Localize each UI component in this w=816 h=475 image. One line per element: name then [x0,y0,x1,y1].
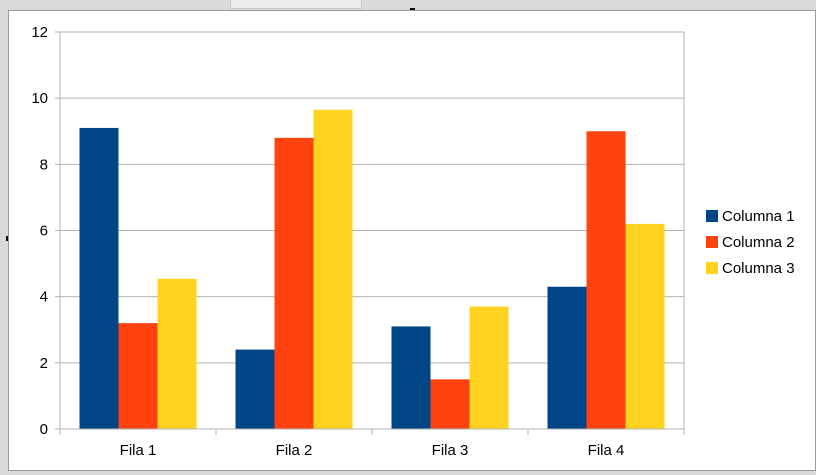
x-tick-labels: Fila 1 Fila 2 Fila 3 Fila 4 [120,442,625,459]
y-tick-label: 8 [40,156,48,173]
axes [55,31,685,435]
x-tick-label: Fila 1 [120,442,157,459]
legend: Columna 1 Columna 2 Columna 3 [706,208,795,277]
bar-2-1 [118,323,158,429]
legend-swatch [706,262,718,274]
y-tick-label: 6 [40,223,48,240]
bar-chart: 0 2 4 6 8 10 12 Fila 1 Fila 2 Fila 3 Fila 4 Colum… [31,24,795,459]
legend-label: Columna 1 [722,208,795,225]
legend-label: Columna 3 [722,260,795,277]
bar-3-1 [157,278,197,429]
chart-frame[interactable]: 0 2 4 6 8 10 12 Fila 1 Fila 2 Fila 3 Fila 4 Colum… [8,10,816,471]
bar-2-3 [430,379,470,429]
top-resize-handle[interactable] [230,0,362,9]
legend-swatch [706,210,718,222]
bar-1-3 [391,326,431,429]
y-tick-label: 2 [40,355,48,372]
bar-1-4 [547,286,587,429]
y-tick-labels: 0 2 4 6 8 10 12 [31,24,48,438]
y-tick-label: 0 [40,421,48,438]
bar-1-2 [235,349,275,429]
x-tick-label: Fila 3 [432,442,469,459]
legend-label: Columna 2 [722,234,795,251]
bar-2-2 [274,137,314,429]
bar-3-3 [469,306,509,429]
y-tick-label: 10 [31,90,48,107]
bars [79,109,665,430]
y-tick-label: 12 [31,24,48,41]
y-tick-label: 4 [40,289,48,306]
bar-3-4 [625,223,665,429]
bar-3-2 [313,109,353,429]
legend-swatch [706,236,718,248]
x-tick-label: Fila 2 [276,442,313,459]
bar-2-4 [586,131,626,429]
x-tick-label: Fila 4 [588,442,625,459]
bar-1-1 [79,127,119,430]
